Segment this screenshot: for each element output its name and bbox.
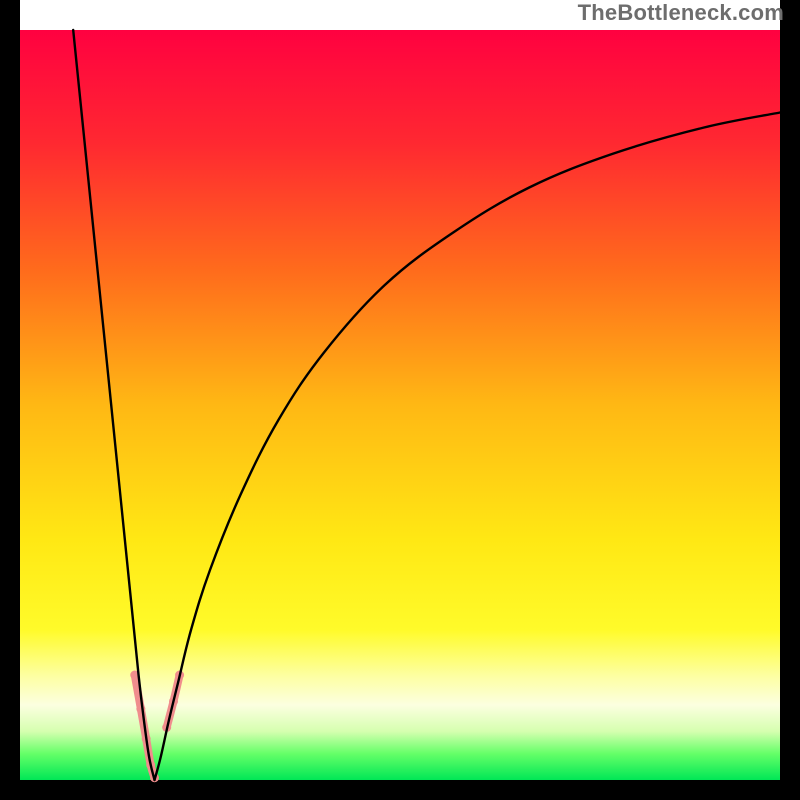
- watermark-text: TheBottleneck.com: [578, 0, 784, 26]
- curve-layer: [0, 0, 800, 800]
- curve-left-branch: [73, 30, 154, 780]
- curve-right-branch: [155, 113, 780, 781]
- chart-frame: TheBottleneck.com: [0, 0, 800, 800]
